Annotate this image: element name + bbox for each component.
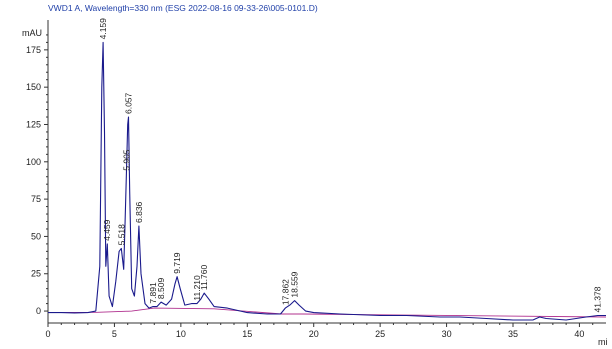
x-tick-label: 30 bbox=[442, 329, 452, 339]
peak-label: 11.760 bbox=[199, 265, 209, 291]
peak-label: 9.719 bbox=[172, 252, 182, 274]
peak-label: 11.210 bbox=[192, 275, 202, 301]
y-tick-label: 150 bbox=[26, 82, 41, 92]
peak-label: 8.509 bbox=[156, 278, 166, 300]
y-ticks: 0 25 50 75 100 125 150 175 bbox=[26, 34, 48, 316]
y-tick-label: 50 bbox=[31, 231, 41, 241]
x-tick-label: 25 bbox=[375, 329, 385, 339]
peak-label: 17.862 bbox=[280, 279, 290, 305]
peak-label: 5.518 bbox=[116, 224, 126, 246]
traces bbox=[47, 41, 607, 321]
peak-label: 4.159 bbox=[98, 18, 108, 40]
x-tick-label: 35 bbox=[508, 329, 518, 339]
peak-label: 41.378 bbox=[593, 286, 603, 312]
x-tick-label: 5 bbox=[112, 329, 117, 339]
x-tick-label: 0 bbox=[45, 329, 50, 339]
peak-label: 18.559 bbox=[290, 271, 300, 297]
peak-label: 6.836 bbox=[134, 201, 144, 223]
y-tick-label: 100 bbox=[26, 157, 41, 167]
x-tick-label: 15 bbox=[242, 329, 252, 339]
peak-label: 4.459 bbox=[102, 219, 112, 241]
y-tick-label: 125 bbox=[26, 119, 41, 129]
signal-line bbox=[48, 41, 606, 321]
chart-title: VWD1 A, Wavelength=330 nm (ESG 2022-08-1… bbox=[48, 3, 318, 13]
y-tick-label: 75 bbox=[31, 194, 41, 204]
x-tick-label: 40 bbox=[574, 329, 584, 339]
peak-label: 7.891 bbox=[148, 282, 158, 304]
baseline-line bbox=[47, 307, 607, 318]
y-tick-label: 175 bbox=[26, 45, 41, 55]
x-tick-label: 20 bbox=[309, 329, 319, 339]
peak-label: 5.905 bbox=[121, 149, 131, 171]
y-axis-label: mAU bbox=[22, 28, 42, 38]
y-tick-label: 0 bbox=[36, 306, 41, 316]
y-tick-label: 25 bbox=[31, 269, 41, 279]
x-tick-label: 10 bbox=[176, 329, 186, 339]
x-axis-label: mi bbox=[598, 337, 608, 347]
peak-labels: 4.159 4.459 5.518 5.905 6.057 6.836 7.8918.509… bbox=[98, 18, 602, 313]
x-ticks: 0 5 10 15 20 25 30 35 40 bbox=[45, 323, 594, 339]
peak-label: 6.057 bbox=[123, 92, 133, 114]
